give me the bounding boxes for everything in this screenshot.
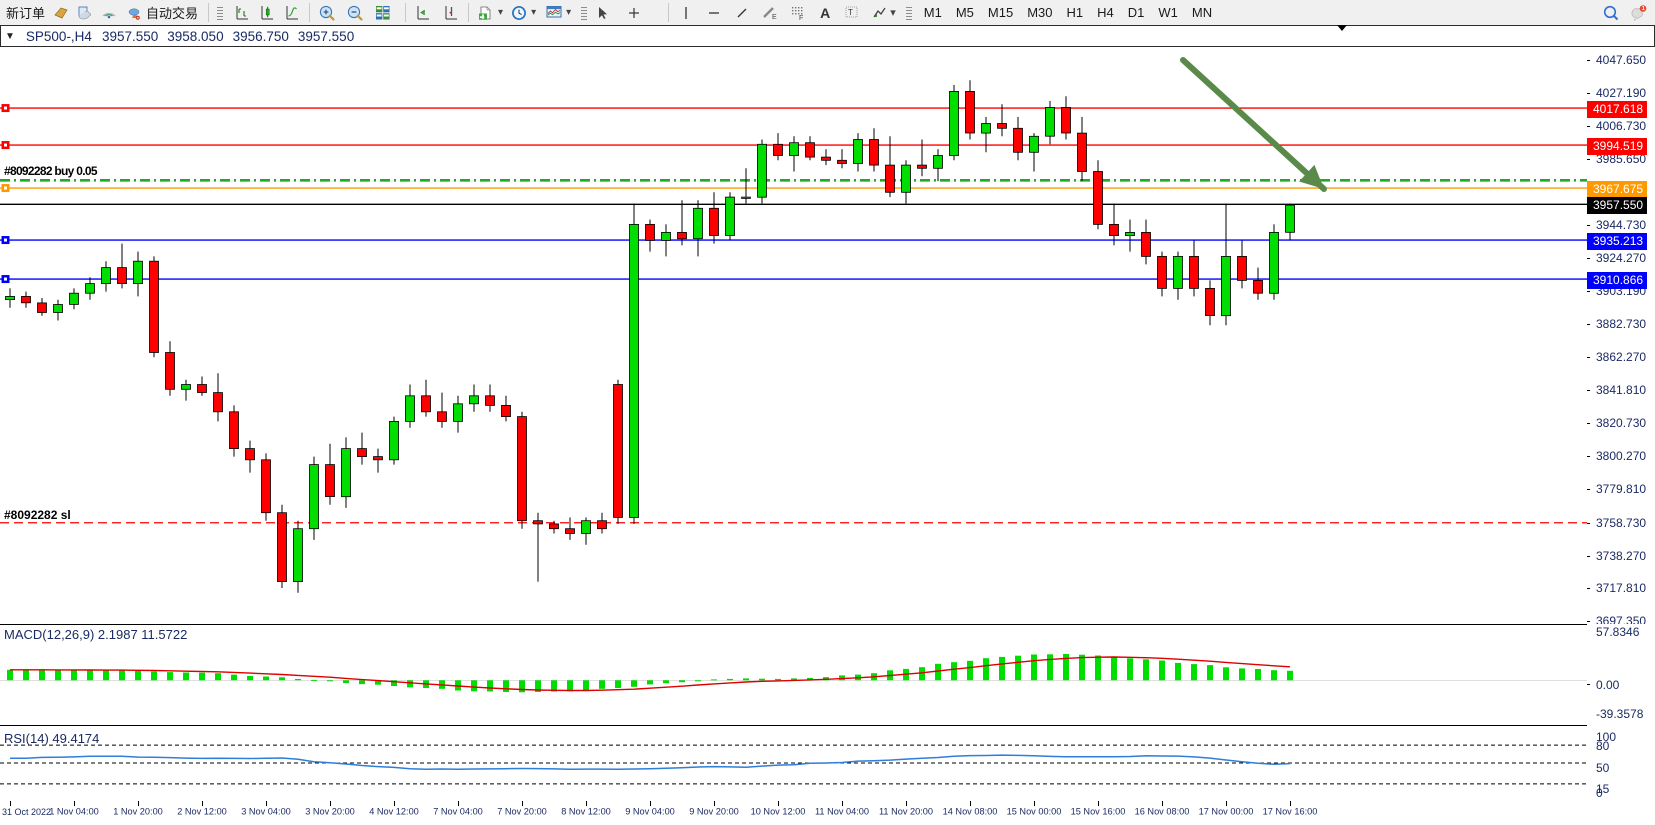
svg-text:T: T	[848, 8, 853, 17]
svg-text:1: 1	[1642, 6, 1645, 12]
svg-text:F: F	[799, 15, 803, 21]
svg-text:E: E	[772, 14, 777, 21]
